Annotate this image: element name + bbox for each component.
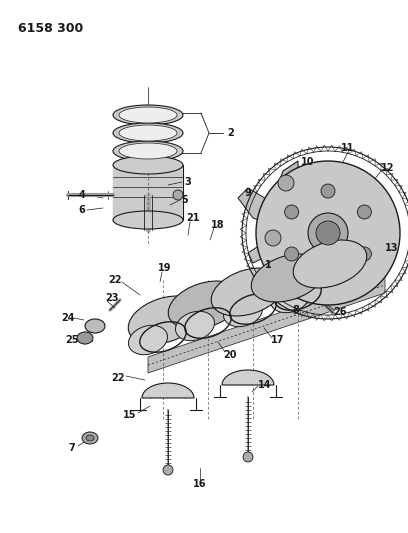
Ellipse shape <box>86 435 94 441</box>
Ellipse shape <box>321 268 335 282</box>
Ellipse shape <box>321 184 335 198</box>
Ellipse shape <box>308 213 348 253</box>
Ellipse shape <box>77 332 93 344</box>
Ellipse shape <box>271 284 310 313</box>
Ellipse shape <box>285 247 299 261</box>
Ellipse shape <box>128 296 202 344</box>
Text: 15: 15 <box>123 410 137 420</box>
Text: 3: 3 <box>185 177 191 187</box>
Text: 6: 6 <box>79 205 85 215</box>
Ellipse shape <box>278 175 294 191</box>
Ellipse shape <box>317 269 357 298</box>
Ellipse shape <box>251 254 325 302</box>
Ellipse shape <box>85 319 105 333</box>
Text: 22: 22 <box>108 275 122 285</box>
Text: 17: 17 <box>271 335 285 345</box>
Text: 7: 7 <box>69 443 75 453</box>
Polygon shape <box>268 161 298 305</box>
Ellipse shape <box>278 280 294 296</box>
Ellipse shape <box>243 452 253 462</box>
Ellipse shape <box>293 240 367 288</box>
Text: 8: 8 <box>293 305 299 315</box>
Text: 12: 12 <box>381 163 395 173</box>
Text: 2: 2 <box>228 128 234 138</box>
Text: 19: 19 <box>158 263 172 273</box>
Text: 6158 300: 6158 300 <box>18 22 83 35</box>
Text: 16: 16 <box>193 479 207 489</box>
Text: 10: 10 <box>301 157 315 167</box>
Ellipse shape <box>163 465 173 475</box>
Text: 13: 13 <box>385 243 399 253</box>
Ellipse shape <box>211 268 285 316</box>
Ellipse shape <box>175 311 215 341</box>
Text: 26: 26 <box>333 307 347 317</box>
Ellipse shape <box>224 297 262 327</box>
Ellipse shape <box>113 123 183 143</box>
Ellipse shape <box>119 107 177 123</box>
Ellipse shape <box>119 125 177 141</box>
Ellipse shape <box>129 325 168 354</box>
Ellipse shape <box>113 156 183 174</box>
Ellipse shape <box>113 211 183 229</box>
Text: 1: 1 <box>265 260 271 270</box>
Text: 22: 22 <box>111 373 125 383</box>
Ellipse shape <box>285 205 299 219</box>
Text: 11: 11 <box>341 143 355 153</box>
Text: 4: 4 <box>79 190 85 200</box>
Ellipse shape <box>168 281 242 329</box>
Ellipse shape <box>82 432 98 444</box>
Polygon shape <box>238 188 273 223</box>
Ellipse shape <box>113 105 183 125</box>
Text: 25: 25 <box>65 335 79 345</box>
Text: 9: 9 <box>245 188 251 198</box>
Polygon shape <box>148 277 385 373</box>
Polygon shape <box>222 370 274 385</box>
Text: 21: 21 <box>186 213 200 223</box>
Text: 24: 24 <box>61 313 75 323</box>
Polygon shape <box>113 165 183 220</box>
Ellipse shape <box>173 190 183 200</box>
Text: 23: 23 <box>105 293 119 303</box>
Ellipse shape <box>119 143 177 159</box>
Ellipse shape <box>316 221 340 245</box>
Text: 20: 20 <box>223 350 237 360</box>
Ellipse shape <box>357 247 371 261</box>
Ellipse shape <box>265 230 281 246</box>
Ellipse shape <box>113 141 183 161</box>
Ellipse shape <box>256 161 400 305</box>
Ellipse shape <box>357 205 371 219</box>
Polygon shape <box>248 243 273 263</box>
Text: 14: 14 <box>258 380 272 390</box>
Text: 18: 18 <box>211 220 225 230</box>
Text: 5: 5 <box>182 195 188 205</box>
Polygon shape <box>142 383 194 398</box>
